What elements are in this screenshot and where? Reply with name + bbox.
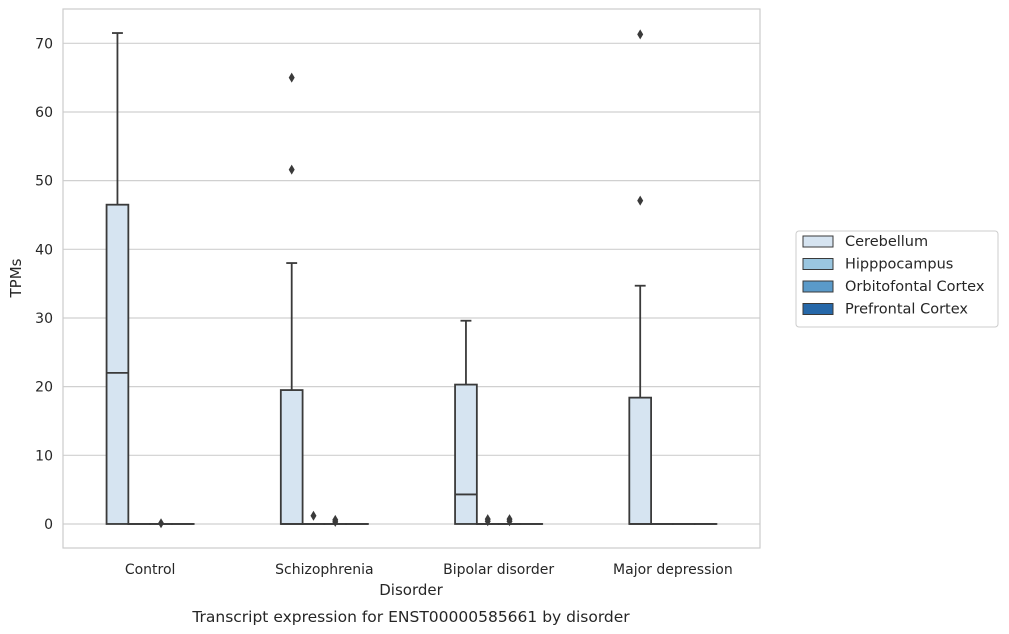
x-tick-label: Major depression (613, 562, 733, 578)
box-group (497, 514, 522, 527)
legend-label: Orbitofontal Cortex (845, 279, 985, 295)
y-axis-tick-labels: 0 10 20 30 40 50 60 70 (35, 36, 53, 533)
y-tick-label: 0 (44, 517, 53, 533)
outlier-point (310, 510, 317, 521)
box-body (105, 203, 130, 525)
box-body (279, 389, 304, 525)
outlier-point (637, 195, 644, 206)
y-tick-label: 30 (35, 311, 53, 327)
box-group (628, 29, 652, 525)
box-group (454, 319, 478, 525)
box-group (301, 510, 326, 525)
y-tick-label: 60 (35, 105, 53, 121)
x-axis-title: Disorder (379, 581, 443, 599)
y-tick-label: 50 (35, 174, 53, 190)
outlier-point (506, 514, 513, 525)
outlier-point (158, 518, 165, 529)
x-axis-tick-labels: Control Schizophrenia Bipolar disorder Majo… (125, 562, 733, 578)
box-group (279, 72, 304, 525)
box-body (628, 396, 652, 525)
box-body (454, 383, 478, 525)
y-tick-label: 10 (35, 448, 53, 464)
outlier-point (288, 164, 295, 175)
x-tick-label: Control (125, 562, 176, 578)
x-tick-label: Schizophrenia (275, 562, 373, 578)
y-tick-label: 20 (35, 380, 53, 396)
legend-label: Hipppocampus (845, 257, 953, 273)
outlier-point (484, 514, 491, 525)
legend-frame (795, 230, 999, 328)
box-group (475, 514, 500, 527)
box-group (149, 518, 173, 529)
chart-caption: Transcript expression for ENST0000058566… (191, 608, 630, 626)
outlier-point (637, 29, 644, 40)
x-tick-label: Bipolar disorder (443, 562, 554, 578)
legend-swatch (802, 303, 834, 315)
plot-area-frame (62, 8, 761, 549)
legend: Cerebellum Hipppocampus Orbitofontal Corte… (795, 230, 999, 328)
legend-label: Prefrontal Cortex (845, 302, 968, 318)
y-tick-label: 70 (35, 36, 53, 52)
legend-swatch (802, 235, 834, 248)
gridlines (63, 42, 760, 525)
outlier-point (332, 514, 339, 525)
legend-swatch (802, 258, 834, 270)
legend-label: Cerebellum (845, 234, 928, 250)
box-group (323, 514, 348, 527)
y-tick-label: 40 (35, 242, 53, 258)
outlier-point (288, 72, 295, 83)
box-group (105, 32, 130, 525)
boxes-layer (105, 29, 718, 529)
y-axis-title: TPMs (7, 258, 25, 298)
legend-swatch (802, 280, 834, 293)
